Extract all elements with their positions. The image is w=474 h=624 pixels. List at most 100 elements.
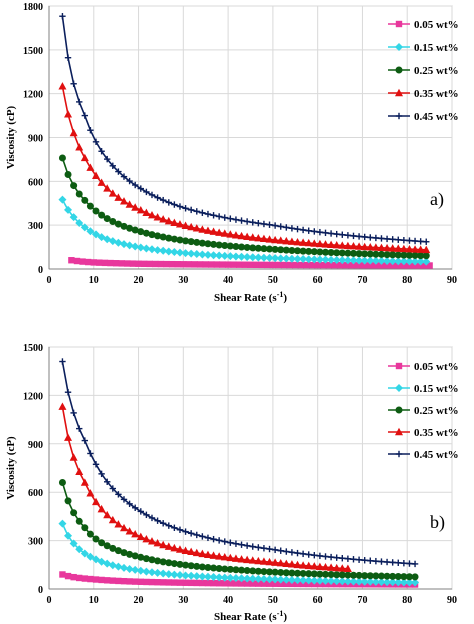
- data-point: [249, 543, 256, 550]
- legend-label: 0.25 wt%: [414, 405, 459, 417]
- data-point: [118, 260, 125, 267]
- data-point: [176, 560, 184, 568]
- data-point: [80, 478, 89, 486]
- data-point: [377, 250, 385, 258]
- data-point: [226, 230, 235, 238]
- data-point: [204, 240, 212, 248]
- data-point: [204, 579, 212, 587]
- x-axis-label-sup: -1: [277, 290, 284, 299]
- data-point: [103, 184, 112, 192]
- data-point: [204, 563, 212, 571]
- data-point: [232, 580, 240, 587]
- data-point: [299, 561, 308, 569]
- data-point: [164, 247, 173, 256]
- data-point: [333, 230, 340, 238]
- data-point: [389, 236, 396, 243]
- data-point: [175, 220, 184, 228]
- data-point: [243, 232, 252, 241]
- data-point: [126, 550, 134, 558]
- data-point: [199, 579, 206, 587]
- data-point: [165, 234, 173, 242]
- data-point: [159, 246, 168, 255]
- x-tick-label: 0: [47, 275, 52, 286]
- data-point: [81, 112, 89, 119]
- data-point: [265, 235, 274, 243]
- data-point: [159, 569, 168, 578]
- data-point: [120, 197, 129, 205]
- data-point: [147, 211, 156, 219]
- data-point: [395, 559, 402, 567]
- data-point: [277, 568, 285, 576]
- legend-marker: [395, 384, 403, 392]
- data-point: [154, 557, 162, 565]
- data-point: [238, 217, 245, 224]
- data-point: [210, 240, 218, 248]
- data-point: [221, 214, 228, 221]
- data-point: [181, 249, 190, 258]
- data-point: [258, 261, 265, 269]
- data-point: [215, 213, 223, 220]
- data-point: [411, 560, 419, 568]
- data-point: [266, 580, 273, 587]
- data-point: [104, 155, 111, 163]
- data-point: [293, 576, 302, 585]
- data-point: [210, 579, 217, 587]
- data-point: [299, 238, 308, 246]
- data-point: [69, 213, 78, 222]
- data-point: [153, 213, 162, 221]
- data-point: [115, 168, 122, 175]
- data-point: [260, 568, 268, 576]
- data-point: [75, 545, 84, 554]
- data-point: [81, 524, 89, 532]
- data-point: [231, 574, 240, 583]
- data-point: [131, 552, 139, 560]
- data-point: [293, 560, 302, 569]
- data-point: [202, 261, 209, 268]
- data-point: [232, 566, 240, 574]
- data-point: [420, 262, 428, 269]
- data-point: [108, 561, 117, 570]
- x-tick-label: 60: [313, 595, 323, 606]
- data-point: [344, 249, 352, 257]
- data-point: [283, 548, 290, 555]
- data-point: [126, 500, 133, 508]
- data-point: [98, 539, 106, 547]
- data-point: [231, 252, 240, 261]
- data-point: [208, 261, 215, 268]
- data-point: [361, 250, 369, 258]
- data-point: [220, 553, 229, 561]
- data-point: [423, 238, 430, 245]
- data-point: [366, 250, 374, 258]
- data-point: [310, 562, 319, 570]
- data-point: [271, 546, 279, 554]
- data-point: [243, 580, 251, 587]
- legend-entry: 0.05 wt%: [388, 361, 459, 373]
- data-point: [175, 571, 184, 580]
- data-point: [137, 185, 144, 192]
- data-point: [147, 245, 156, 254]
- data-point: [297, 261, 305, 269]
- data-point: [411, 573, 419, 581]
- data-point: [148, 191, 156, 199]
- data-point: [321, 563, 330, 571]
- data-point: [399, 244, 408, 253]
- data-point: [349, 571, 357, 579]
- data-point: [255, 219, 262, 227]
- data-point: [405, 251, 413, 259]
- data-point: [299, 569, 307, 577]
- data-point: [58, 195, 67, 204]
- data-point: [411, 257, 420, 266]
- data-point: [252, 261, 260, 269]
- data-point: [232, 243, 240, 251]
- data-point: [327, 230, 335, 237]
- data-point: [159, 215, 168, 223]
- data-point: [170, 248, 179, 257]
- data-point: [400, 559, 408, 567]
- data-point: [170, 543, 179, 552]
- data-point: [316, 228, 324, 236]
- data-point: [338, 571, 346, 579]
- data-point: [243, 574, 252, 583]
- data-point: [198, 563, 206, 571]
- data-point: [193, 208, 200, 215]
- data-point: [103, 215, 111, 223]
